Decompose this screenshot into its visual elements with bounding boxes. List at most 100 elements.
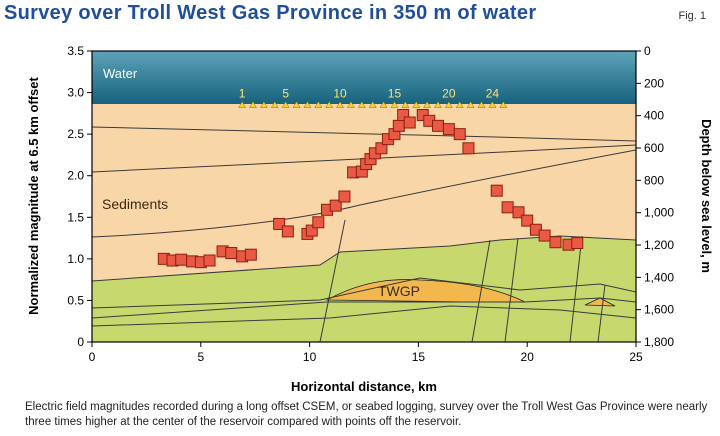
data-point <box>312 216 325 229</box>
receiver-triangle <box>292 101 301 108</box>
data-point <box>225 247 238 260</box>
data-point <box>512 206 525 219</box>
y2-axis-title: Depth below sea level, m <box>699 119 714 273</box>
y-tick-label: 2.5 <box>67 127 84 141</box>
receiver-triangle <box>259 101 268 108</box>
x-axis: 0 5 10 15 20 25 <box>89 342 643 364</box>
data-point <box>462 142 475 155</box>
receiver-triangle <box>368 101 377 108</box>
water-label: Water <box>103 66 138 81</box>
y2-tick-label: 600 <box>644 141 664 155</box>
y2-tick-label: 400 <box>644 109 664 123</box>
receiver-number: 24 <box>486 87 500 101</box>
x-tick-label: 25 <box>629 350 643 364</box>
figure-caption: Electric field magnitudes recorded durin… <box>25 401 708 428</box>
data-point <box>442 123 455 136</box>
data-point <box>329 199 342 212</box>
data-point <box>490 184 503 197</box>
y-tick-label: 0 <box>77 335 84 349</box>
data-point <box>549 236 562 249</box>
data-point <box>305 224 318 237</box>
receiver-triangle <box>347 101 355 108</box>
receiver-labels: 1 5 10 15 20 24 <box>239 87 500 101</box>
receiver-triangle <box>357 101 366 108</box>
receiver-triangle <box>238 101 247 108</box>
geology-layers <box>92 51 636 342</box>
y2-tick-label: 0 <box>644 44 651 58</box>
data-point <box>203 254 216 267</box>
data-point <box>273 217 286 230</box>
data-point <box>571 237 584 250</box>
receiver-triangle <box>477 101 486 108</box>
twgp-reservoir-east <box>584 297 616 307</box>
receiver-triangle <box>401 101 410 108</box>
y-tick-label: 1.5 <box>67 210 84 224</box>
x-tick-label: 10 <box>303 350 317 364</box>
receiver-triangle <box>249 101 257 108</box>
y2-tick-label: 1,800 <box>644 335 674 349</box>
receiver-triangle <box>314 101 323 108</box>
horizon-lines <box>92 126 636 342</box>
receiver-triangle <box>444 101 453 108</box>
receiver-number: 15 <box>388 87 402 101</box>
data-point <box>403 116 416 129</box>
data-points <box>157 109 584 269</box>
receiver-triangle <box>488 101 497 108</box>
receiver-number: 1 <box>239 87 246 101</box>
receiver-triangle <box>379 101 388 108</box>
data-point <box>521 214 534 227</box>
y-axis-title: Normalized magnitude at 6.5 km offset <box>26 77 41 315</box>
receiver-number: 20 <box>442 87 456 101</box>
y-axis-right: 0 200 400 600 800 1,000 1,200 1,400 1,600 1,800 <box>636 44 674 349</box>
receiver-number: 10 <box>333 87 347 101</box>
y-tick-label: 3.0 <box>67 86 84 100</box>
data-point <box>397 109 410 122</box>
twgp-label: TWGP <box>378 283 420 299</box>
receiver-triangle <box>390 101 399 108</box>
data-point <box>453 128 466 141</box>
x-tick-label: 0 <box>89 350 96 364</box>
x-tick-label: 15 <box>412 350 426 364</box>
data-point <box>375 142 388 155</box>
x-tick-label: 5 <box>197 350 204 364</box>
receiver-triangle <box>423 101 432 108</box>
data-point <box>431 119 444 132</box>
receiver-triangle <box>499 101 508 108</box>
receiver-markers <box>238 101 508 108</box>
y2-tick-label: 800 <box>644 173 664 187</box>
sediments-label: Sediments <box>102 196 168 212</box>
y-tick-label: 3.5 <box>67 44 84 58</box>
receiver-triangle <box>325 101 334 108</box>
data-point <box>244 248 257 261</box>
receiver-triangle <box>412 101 421 108</box>
y-tick-label: 1.0 <box>67 252 84 266</box>
data-point <box>501 201 514 214</box>
receiver-number: 5 <box>282 87 289 101</box>
y-tick-label: 2.0 <box>67 169 84 183</box>
y2-tick-label: 1,600 <box>644 303 674 317</box>
receiver-triangle <box>455 101 464 108</box>
y2-tick-label: 200 <box>644 76 664 90</box>
data-point <box>538 229 551 242</box>
receiver-triangle <box>466 101 475 108</box>
data-point <box>175 253 188 266</box>
receiver-triangle <box>270 101 279 108</box>
receiver-triangle <box>281 101 290 108</box>
data-point <box>281 225 294 238</box>
y2-tick-label: 1,200 <box>644 238 674 252</box>
twgp-reservoir <box>325 279 526 303</box>
figure-label: Fig. 1 <box>678 10 706 22</box>
receiver-triangle <box>336 101 344 108</box>
water-layer <box>92 51 636 104</box>
data-point <box>392 119 405 132</box>
x-axis-title: Horizontal distance, km <box>291 379 437 394</box>
y2-tick-label: 1,000 <box>644 206 674 220</box>
x-tick-label: 20 <box>521 350 535 364</box>
receiver-triangle <box>434 101 442 108</box>
chart-title: Survey over Troll West Gas Province in 3… <box>4 2 537 24</box>
y-axis-left: 0 0.5 1.0 1.5 2.0 2.5 3.0 3.5 <box>67 44 92 349</box>
y2-tick-label: 1,400 <box>644 270 674 284</box>
plot-frame <box>91 50 637 343</box>
y-tick-label: 0.5 <box>67 293 84 307</box>
